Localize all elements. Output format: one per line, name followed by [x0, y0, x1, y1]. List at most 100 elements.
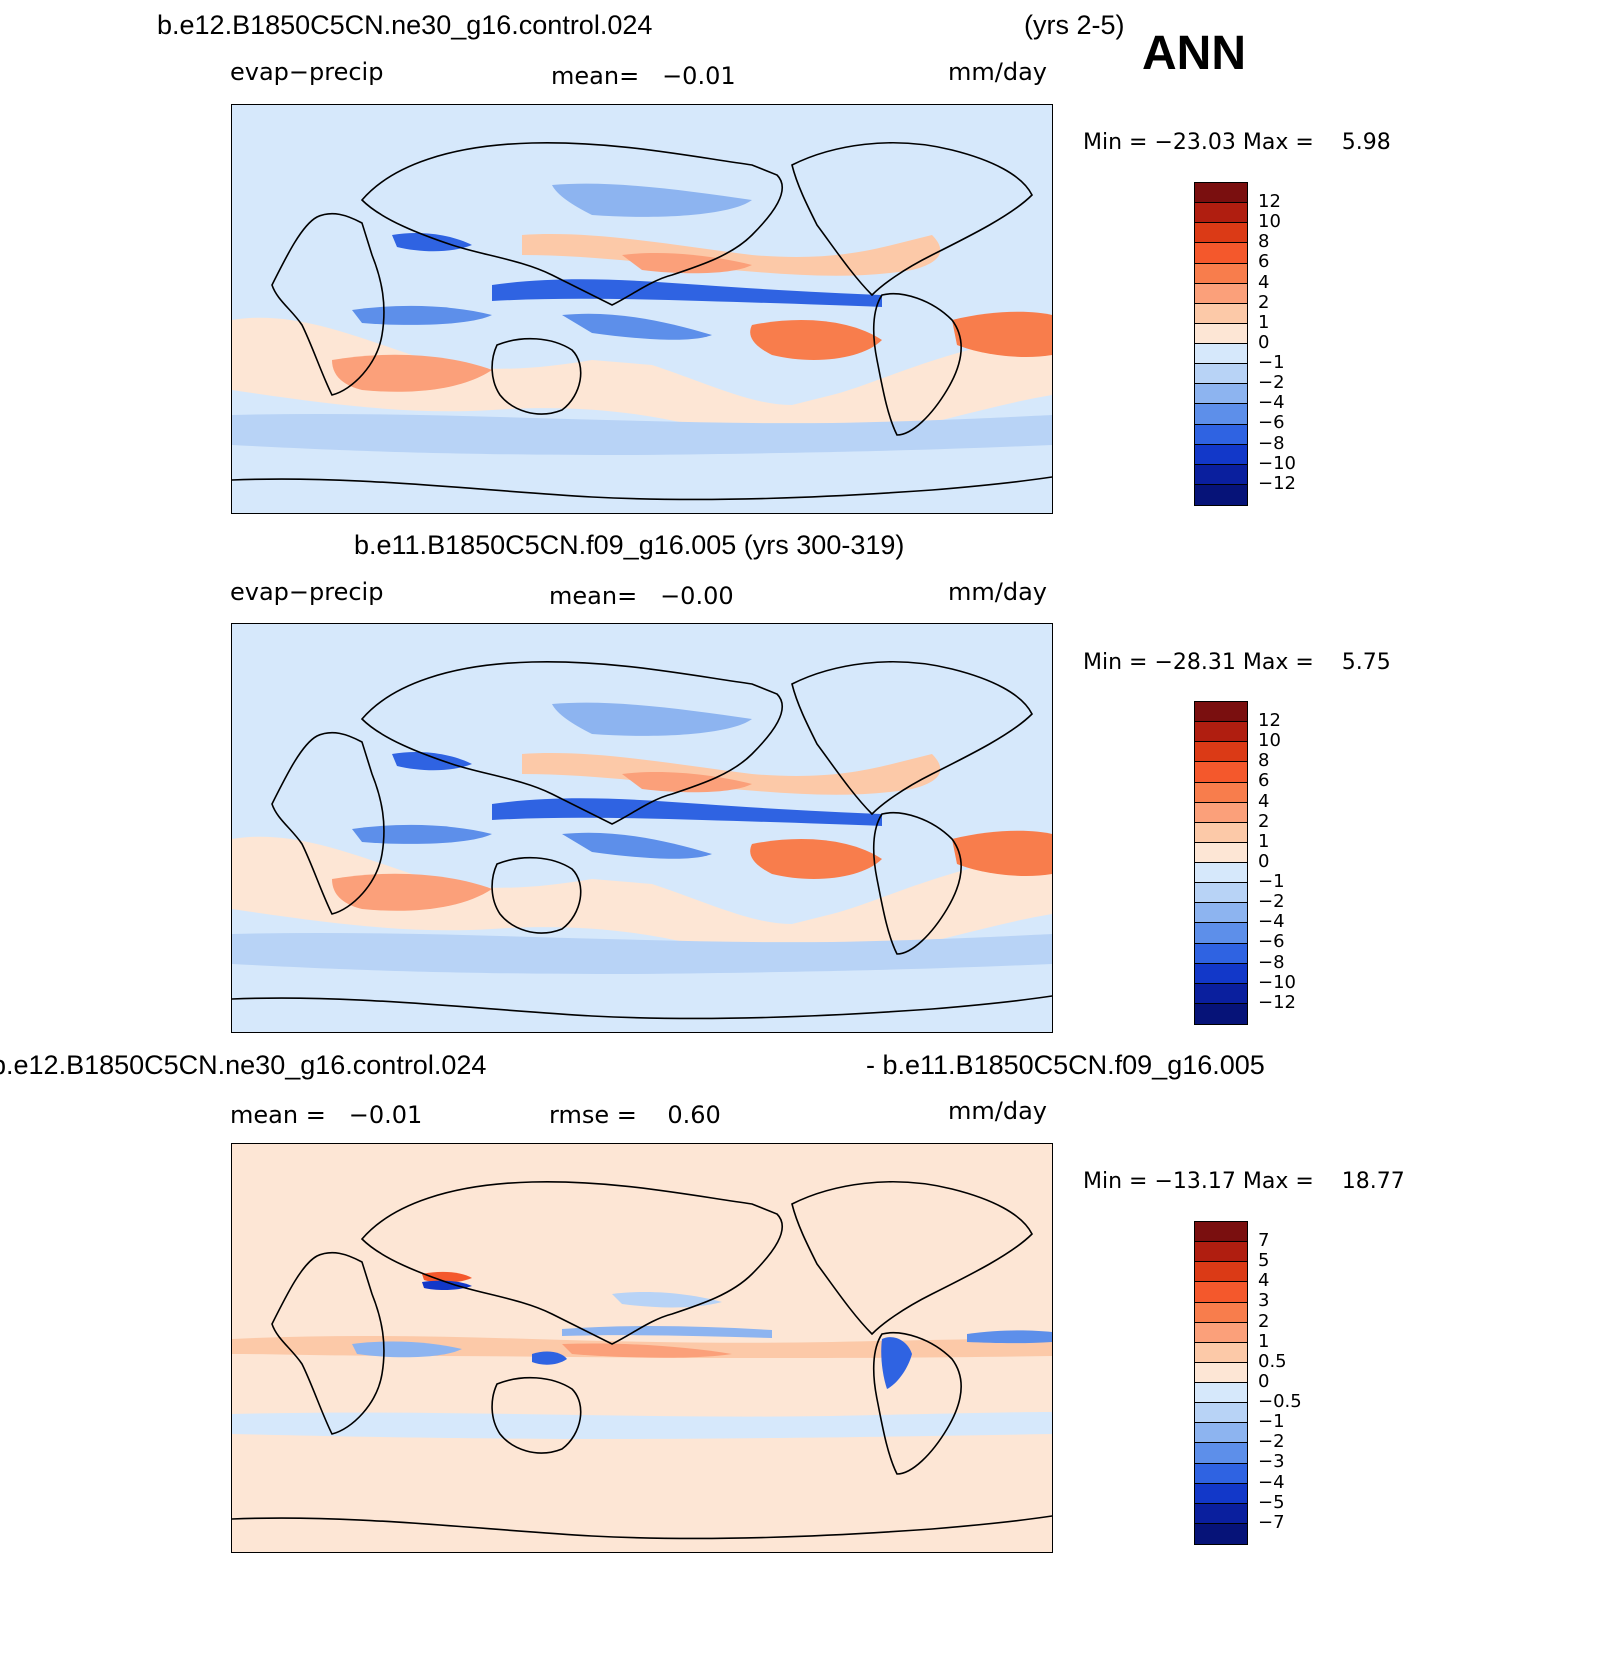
- itcz-band: [492, 798, 882, 826]
- colorbar-tick-label: −3: [1258, 1451, 1285, 1473]
- colorbar-tick-label: −2: [1258, 891, 1285, 913]
- indian-ocean-convergence: [352, 305, 492, 325]
- colorbar-tick-label: 6: [1258, 770, 1270, 792]
- coastline: [232, 1515, 1052, 1540]
- evap-band-south: [232, 317, 1052, 441]
- panel1-units: mm/day: [948, 58, 1047, 86]
- coastline: [491, 337, 582, 415]
- colorbar-swatch: [1195, 323, 1247, 344]
- panel3-title-left: b.e12.B1850C5CN.ne30_g16.control.024: [0, 1050, 487, 1080]
- panel2-mean-label: mean=: [549, 582, 638, 610]
- colorbar-swatch: [1195, 1463, 1247, 1484]
- panel1-min-label: Min: [1083, 130, 1123, 155]
- coastline: [360, 1181, 783, 1345]
- colorbar-tick-label: 0: [1258, 1370, 1270, 1392]
- panel1-minmax: Min = −23.03 Max = 5.98: [1083, 130, 1391, 155]
- colorbar-swatch: [1195, 1503, 1247, 1524]
- colorbar-tick-label: 2: [1258, 810, 1270, 832]
- panel1-variable: evap−precip: [230, 58, 384, 86]
- panel3-mean-label: mean =: [230, 1101, 326, 1129]
- colorbar-tick-label: −2: [1258, 1431, 1285, 1453]
- tibet-feature: [392, 752, 472, 771]
- southern-ocean-band: [232, 413, 1052, 455]
- colorbar-tick-label: −2: [1258, 372, 1285, 394]
- colorbar-tick-label: 12: [1258, 710, 1281, 732]
- coastline: [271, 212, 385, 396]
- evap-core-spacific: [750, 839, 882, 879]
- diff-southern-band: [232, 1412, 1052, 1439]
- panel3-max-value: 18.77: [1341, 1169, 1405, 1194]
- colorbar-swatch: [1195, 802, 1247, 823]
- colorbar-swatch: [1195, 203, 1247, 224]
- coastline: [360, 142, 783, 306]
- north-pacific-storm-track: [552, 183, 752, 217]
- colorbar-swatch: [1195, 263, 1247, 284]
- colorbar-tick-label: −12: [1258, 991, 1296, 1013]
- panel1-mean-value: −0.01: [662, 62, 736, 90]
- colorbar-swatch: [1195, 1322, 1247, 1343]
- panel3-min-value: −13.17: [1154, 1169, 1236, 1194]
- colorbar-swatch: [1195, 822, 1247, 843]
- coastline: [791, 661, 1033, 816]
- colorbar-tick-label: −1: [1258, 871, 1285, 893]
- colorbar-swatch: [1195, 303, 1247, 324]
- panel1-max-label: Max: [1242, 130, 1289, 155]
- panel2-title: b.e11.B1850C5CN.f09_g16.005 (yrs 300-319…: [354, 530, 905, 560]
- colorbar-tick-label: 0.5: [1258, 1350, 1287, 1372]
- coastline: [271, 1251, 385, 1435]
- colorbar-tick-label: −1: [1258, 352, 1285, 374]
- diff-atlantic-blue: [967, 1330, 1052, 1344]
- colorbar-swatch: [1195, 983, 1247, 1004]
- colorbar-swatch: [1195, 223, 1247, 244]
- colorbar-swatch: [1195, 464, 1247, 485]
- colorbar-swatch: [1195, 1423, 1247, 1444]
- colorbar-swatch: [1195, 1403, 1247, 1424]
- colorbar-tick-label: 1: [1258, 1330, 1270, 1352]
- coastline: [360, 661, 783, 825]
- colorbar-tick-label: −10: [1258, 971, 1296, 993]
- spcz-band: [562, 832, 712, 859]
- colorbar-tick-label: 2: [1258, 1310, 1270, 1332]
- colorbar-tick-label: 10: [1258, 730, 1281, 752]
- colorbar-swatch: [1195, 1523, 1247, 1544]
- colorbar-swatch: [1195, 1383, 1247, 1404]
- panel2-map-svg: [232, 661, 1052, 1020]
- spcz-band: [562, 313, 712, 340]
- panel3-mean-value: −0.01: [348, 1101, 423, 1129]
- colorbar-swatch: [1195, 1342, 1247, 1363]
- panel2-map: [231, 623, 1053, 1033]
- diff-maritime-blue: [532, 1351, 567, 1365]
- colorbar-swatch: [1195, 883, 1247, 904]
- colorbar-tick-label: −0.5: [1258, 1391, 1302, 1413]
- colorbar-swatch: [1195, 283, 1247, 304]
- colorbar-tick-label: 1: [1258, 830, 1270, 852]
- panel1-map-svg: [232, 142, 1052, 501]
- colorbar-swatch: [1195, 484, 1247, 505]
- colorbar-swatch: [1195, 1302, 1247, 1323]
- colorbar-tick-label: −1: [1258, 1411, 1285, 1433]
- colorbar-swatch: [1195, 243, 1247, 264]
- coastline: [232, 995, 1052, 1020]
- panel3-rmse: rmse = 0.60: [549, 1101, 721, 1129]
- itcz-band: [492, 279, 882, 307]
- colorbar-swatch: [1195, 863, 1247, 884]
- colorbar-tick-label: 2: [1258, 291, 1270, 313]
- colorbar-swatch: [1195, 1222, 1247, 1243]
- colorbar-swatch: [1195, 782, 1247, 803]
- colorbar-tick-label: 5: [1258, 1250, 1270, 1272]
- coastline: [791, 1181, 1033, 1336]
- colorbar-tick-label: 3: [1258, 1290, 1270, 1312]
- colorbar-swatch: [1195, 943, 1247, 964]
- panel3-title-right: - b.e11.B1850C5CN.f09_g16.005: [866, 1050, 1265, 1080]
- colorbar-swatch: [1195, 742, 1247, 763]
- panel1-mean: mean= −0.01: [551, 62, 736, 90]
- colorbar-swatch: [1195, 444, 1247, 465]
- evap-core-spacific: [750, 320, 882, 360]
- diff-pacific-warm: [562, 1343, 732, 1358]
- colorbar-tick-label: −4: [1258, 392, 1285, 414]
- colorbar-tick-label: −6: [1258, 931, 1285, 953]
- panel3-min-label: Min: [1083, 1169, 1123, 1194]
- colorbar-swatch: [1195, 1242, 1247, 1263]
- panel3-rmse-value: 0.60: [667, 1101, 721, 1129]
- diff-indian-blue: [352, 1341, 462, 1358]
